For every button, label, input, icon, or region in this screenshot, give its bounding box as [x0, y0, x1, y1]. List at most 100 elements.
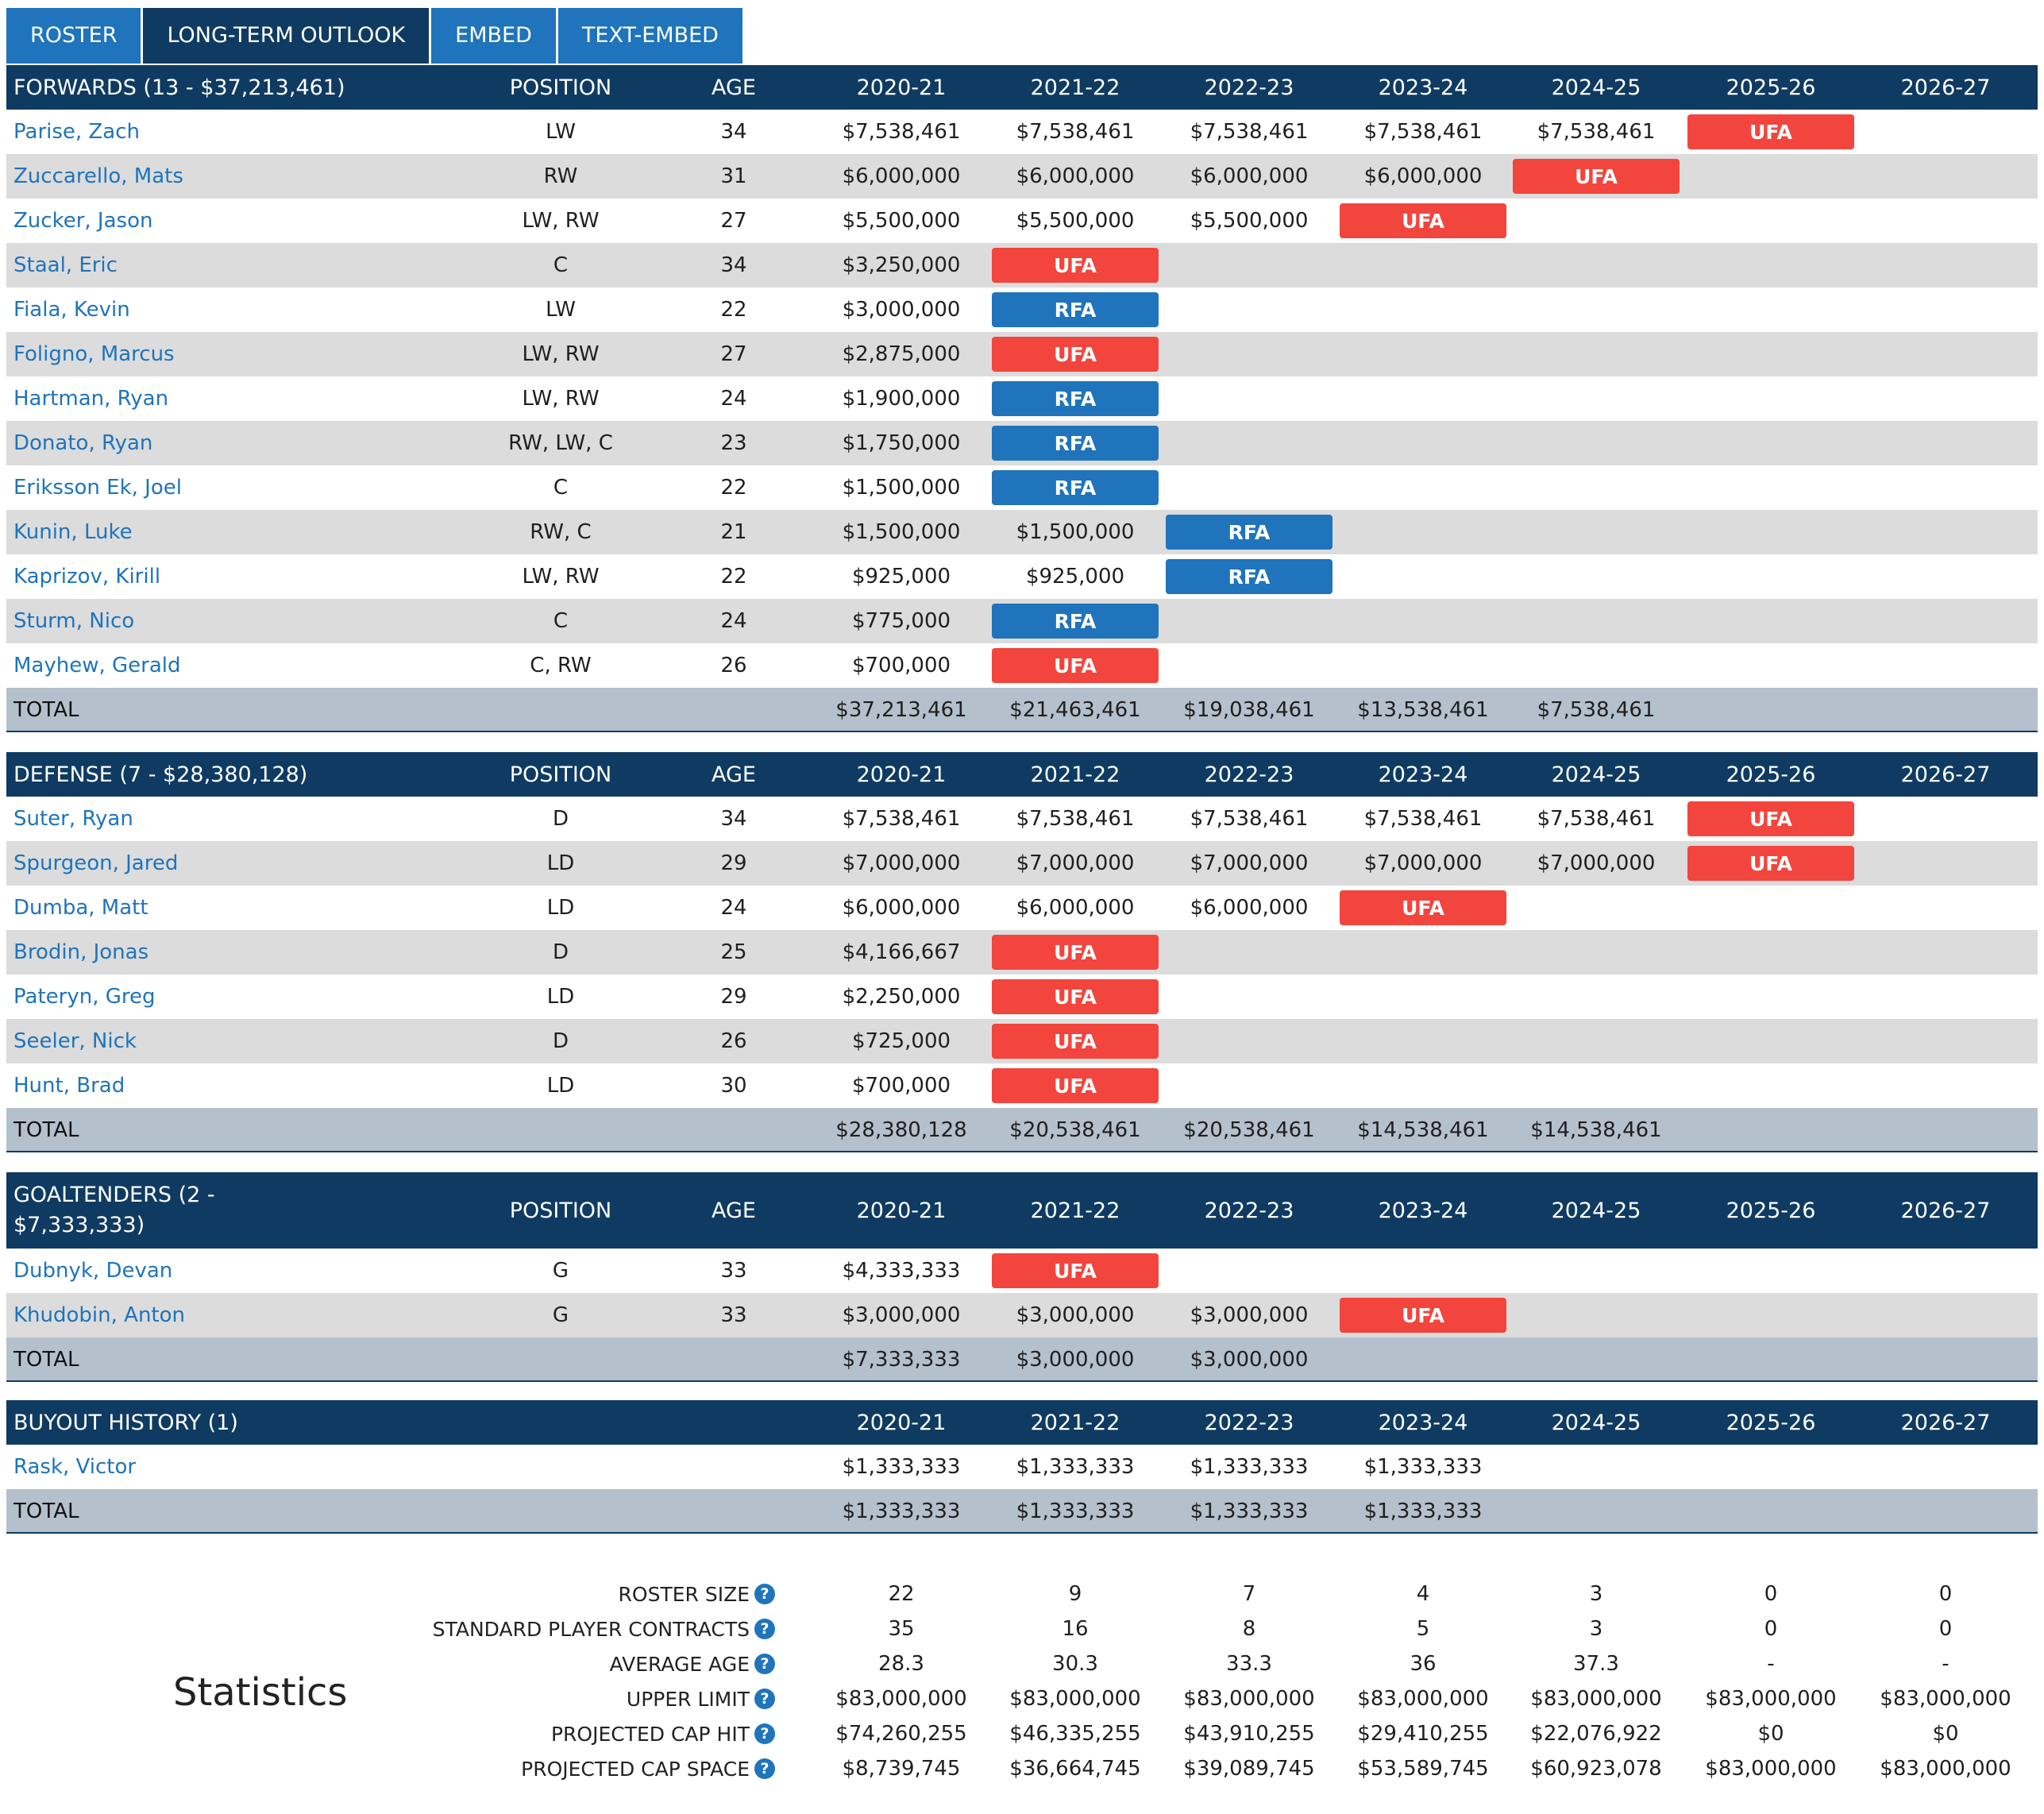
player-name-link[interactable]: Kaprizov, Kirill: [13, 565, 161, 589]
season-header-2024-25: 2024-25: [1551, 1410, 1641, 1435]
salary-cell: $6,000,000: [1190, 164, 1309, 188]
buyouts-total-row: TOTAL $1,333,333 $1,333,333 $1,333,333 $1,33…: [6, 1489, 2038, 1534]
player-position: D: [552, 940, 569, 964]
help-icon[interactable]: ?: [754, 1689, 775, 1709]
player-row: Dumba, Matt LD 24 $6,000,000 $6,000,000 $6,00…: [6, 886, 2038, 930]
player-row: Zucker, Jason LW, RW 27 $5,500,000 $5,500,00…: [6, 199, 2038, 243]
player-name-link[interactable]: Spurgeon, Jared: [13, 851, 179, 875]
player-name-link[interactable]: Pateryn, Greg: [13, 985, 156, 1009]
player-name-link[interactable]: Hunt, Brad: [13, 1074, 125, 1098]
help-icon[interactable]: ?: [754, 1758, 775, 1779]
salary-cell: $7,538,461: [1363, 807, 1483, 831]
player-name-link[interactable]: Rask, Victor: [13, 1455, 137, 1479]
season-header-2024-25: 2024-25: [1551, 75, 1641, 100]
player-position: LW, RW: [522, 387, 600, 411]
total-cell: $3,000,000: [1016, 1348, 1135, 1372]
salary-cell: $7,000,000: [1363, 851, 1483, 875]
salary-cell: $7,538,461: [1190, 807, 1309, 831]
player-age: 23: [720, 431, 747, 455]
player-age: 29: [720, 985, 747, 1009]
stat-value: $83,000,000: [1705, 1757, 1837, 1781]
total-cell: $1,333,333: [1016, 1499, 1135, 1523]
player-name-link[interactable]: Kunin, Luke: [13, 520, 133, 544]
rfa-badge: RFA: [992, 470, 1159, 505]
player-name-link[interactable]: Donato, Ryan: [13, 431, 153, 455]
salary-cell: $2,875,000: [842, 342, 961, 366]
stat-value: $0: [1932, 1722, 1959, 1746]
tab-long-term-outlook[interactable]: LONG-TERM OUTLOOK: [143, 8, 430, 64]
player-name-link[interactable]: Hartman, Ryan: [13, 387, 169, 411]
player-name-link[interactable]: Mayhew, Gerald: [13, 654, 181, 677]
total-cell: $1,333,333: [1190, 1499, 1309, 1523]
player-position: LD: [546, 851, 575, 875]
player-age: 22: [720, 476, 747, 500]
help-icon[interactable]: ?: [754, 1723, 775, 1744]
player-age: 24: [720, 609, 747, 633]
season-header-2026-27: 2026-27: [1900, 762, 1991, 787]
tab-text-embed[interactable]: TEXT-EMBED: [557, 8, 742, 64]
player-name-link[interactable]: Fiala, Kevin: [13, 298, 130, 322]
total-cell: $13,538,461: [1357, 698, 1489, 722]
position-header: POSITION: [509, 762, 612, 787]
stat-value: $0: [1757, 1722, 1784, 1746]
tab-roster[interactable]: ROSTER: [6, 8, 141, 64]
player-name-link[interactable]: Dumba, Matt: [13, 896, 148, 920]
player-age: 22: [720, 298, 747, 322]
help-icon[interactable]: ?: [754, 1619, 775, 1639]
stat-value: 0: [1938, 1582, 1953, 1606]
player-row: Khudobin, Anton G 33 $3,000,000 $3,000,000 $3…: [6, 1293, 2038, 1337]
goalies-title: GOALTENDERS (2 - $7,333,333): [13, 1172, 215, 1249]
ufa-badge: UFA: [1687, 801, 1854, 836]
season-header-2022-23: 2022-23: [1204, 75, 1294, 100]
tab-embed[interactable]: EMBED: [431, 8, 556, 64]
salary-cell: $7,538,461: [1016, 120, 1135, 144]
season-header-2023-24: 2023-24: [1378, 75, 1468, 100]
player-name-link[interactable]: Eriksson Ek, Joel: [13, 476, 182, 500]
player-name-link[interactable]: Zucker, Jason: [13, 209, 153, 233]
player-name-link[interactable]: Zuccarello, Mats: [13, 164, 183, 188]
salary-cell: $7,538,461: [1363, 120, 1483, 144]
ufa-badge: UFA: [1340, 203, 1506, 238]
player-name-link[interactable]: Khudobin, Anton: [13, 1303, 185, 1327]
total-label: TOTAL: [13, 1499, 79, 1523]
salary-cell: $6,000,000: [842, 896, 961, 920]
stat-value: $83,000,000: [835, 1687, 967, 1711]
player-name-link[interactable]: Foligno, Marcus: [13, 342, 175, 366]
goalies-total-row: TOTAL $7,333,333 $3,000,000 $3,000,000: [6, 1337, 2038, 1382]
stat-row: ROSTER SIZE? 22 9 7 4 3 0 0: [0, 1577, 2044, 1611]
season-header-2022-23: 2022-23: [1204, 1198, 1294, 1223]
rfa-badge: RFA: [992, 381, 1159, 416]
stat-label: STANDARD PLAYER CONTRACTS: [432, 1617, 750, 1641]
player-name-link[interactable]: Brodin, Jonas: [13, 940, 149, 964]
goalies-header: GOALTENDERS (2 - $7,333,333) POSITION AGE 20…: [6, 1172, 2038, 1249]
total-label: TOTAL: [13, 1118, 79, 1142]
salary-cell: $5,500,000: [842, 209, 961, 233]
stat-value: $39,089,745: [1183, 1757, 1315, 1781]
help-icon[interactable]: ?: [754, 1584, 775, 1604]
player-name-link[interactable]: Dubnyk, Devan: [13, 1259, 173, 1283]
player-name-link[interactable]: Staal, Eric: [13, 253, 118, 277]
rfa-badge: RFA: [1166, 515, 1332, 550]
salary-cell: $3,000,000: [842, 298, 961, 322]
player-name-link[interactable]: Seeler, Nick: [13, 1029, 137, 1053]
stat-value: $83,000,000: [1880, 1687, 2011, 1711]
season-header-2025-26: 2025-26: [1726, 75, 1816, 100]
salary-cell: $3,000,000: [842, 1303, 961, 1327]
salary-cell: $6,000,000: [1190, 896, 1309, 920]
salary-cell: $7,000,000: [1016, 851, 1135, 875]
player-name-link[interactable]: Suter, Ryan: [13, 807, 133, 831]
salary-cell: $3,000,000: [1190, 1303, 1309, 1327]
player-position: RW, C: [530, 520, 592, 544]
salary-cell: $725,000: [851, 1029, 951, 1053]
player-row: Foligno, Marcus LW, RW 27 $2,875,000 UFA: [6, 332, 2038, 376]
player-row: Mayhew, Gerald C, RW 26 $700,000 UFA: [6, 643, 2038, 688]
tab-bar: ROSTER LONG-TERM OUTLOOK EMBED TEXT-EMBED: [6, 8, 742, 64]
salary-cell: $1,333,333: [842, 1455, 961, 1479]
player-name-link[interactable]: Parise, Zach: [13, 120, 140, 144]
stat-value: $83,000,000: [1705, 1687, 1837, 1711]
help-icon[interactable]: ?: [754, 1654, 775, 1674]
stat-value: $83,000,000: [1530, 1687, 1662, 1711]
player-row: Eriksson Ek, Joel C 22 $1,500,000 RFA: [6, 465, 2038, 510]
player-name-link[interactable]: Sturm, Nico: [13, 609, 135, 633]
stat-value: 4: [1416, 1582, 1430, 1606]
